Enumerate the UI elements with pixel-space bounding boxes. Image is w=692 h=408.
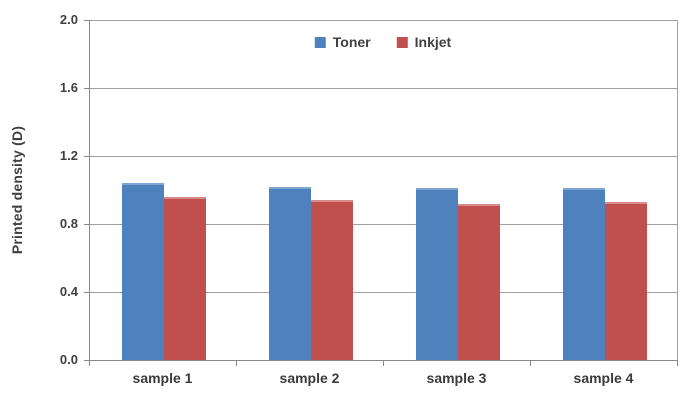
bar-group-sample-2	[237, 186, 384, 360]
bar-toner-sample-1	[121, 183, 164, 360]
legend-item-inkjet: Inkjet	[396, 34, 452, 50]
y-tick-label: 0.0	[59, 352, 78, 367]
legend-label: Toner	[332, 34, 371, 50]
y-axis-line	[89, 20, 90, 361]
y-tick-mark	[84, 20, 89, 21]
y-axis-title-wrap: Printed density (D)	[0, 20, 34, 360]
x-tick-mark	[236, 361, 237, 366]
y-tick-label: 1.6	[59, 80, 78, 95]
x-tick-label: sample 3	[426, 370, 487, 386]
y-tick-mark	[84, 360, 89, 361]
y-tick-mark	[84, 224, 89, 225]
y-tick-mark	[84, 292, 89, 293]
y-tick-mark	[84, 156, 89, 157]
bar-toner-sample-2	[268, 186, 311, 360]
bar-toner-sample-4	[562, 188, 605, 360]
bar-inkjet-sample-3	[457, 203, 500, 360]
gridline	[89, 88, 677, 89]
x-tick-mark	[677, 361, 678, 366]
gridline	[89, 156, 677, 157]
chart-legend: Toner Inkjet	[314, 34, 452, 50]
bar-toner-sample-3	[415, 188, 458, 360]
x-tick-mark	[89, 361, 90, 366]
gridline	[89, 292, 677, 293]
x-tick-mark	[383, 361, 384, 366]
plot-right-border	[677, 20, 678, 360]
y-tick-label: 0.4	[59, 284, 78, 299]
y-tick-mark	[84, 88, 89, 89]
x-tick-label: sample 2	[279, 370, 340, 386]
bar-group-sample-4	[531, 188, 678, 360]
x-tick-mark	[530, 361, 531, 366]
legend-item-toner: Toner	[314, 34, 371, 50]
bar-group-sample-1	[90, 183, 237, 360]
bar-inkjet-sample-2	[310, 200, 353, 360]
x-tick-label: sample 4	[573, 370, 634, 386]
bar-inkjet-sample-4	[604, 201, 647, 360]
legend-label: Inkjet	[414, 34, 452, 50]
legend-marker-inkjet	[396, 36, 408, 48]
bar-inkjet-sample-1	[163, 196, 206, 360]
gridline	[89, 20, 677, 21]
gridline	[89, 224, 677, 225]
x-tick-label: sample 1	[132, 370, 193, 386]
y-tick-label: 2.0	[59, 12, 78, 27]
y-axis-title: Printed density (D)	[9, 125, 26, 255]
x-axis-line	[89, 360, 678, 361]
y-tick-label: 1.2	[59, 148, 78, 163]
bar-group-sample-3	[384, 188, 531, 360]
y-tick-label: 0.8	[59, 216, 78, 231]
legend-marker-toner	[314, 36, 326, 48]
